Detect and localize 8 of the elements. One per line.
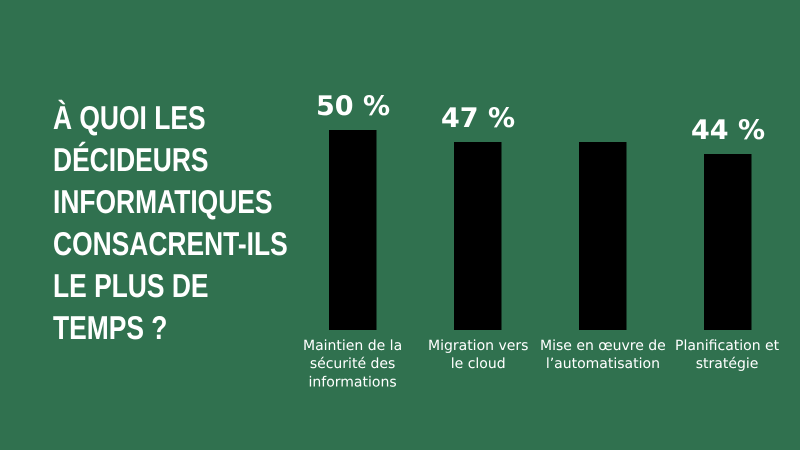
data-label: 44 % bbox=[691, 115, 766, 146]
x-tick-label: Planification et stratégie bbox=[675, 338, 780, 372]
data-label: 50 % bbox=[316, 91, 390, 122]
data-label: 47 % bbox=[441, 103, 516, 134]
text: À QUOI LES DÉCIDEURS INFORMATIQUES CONSACRENT-ILS LE PLUS DE TEMPS ? bbox=[53, 98, 288, 348]
x-tick-label: Migration vers le cloud bbox=[428, 338, 528, 372]
x-tick-label: Maintien de la sécurité des informations bbox=[303, 338, 402, 390]
x-tick-label: Mise en œuvre de l’automatisation bbox=[540, 338, 666, 372]
